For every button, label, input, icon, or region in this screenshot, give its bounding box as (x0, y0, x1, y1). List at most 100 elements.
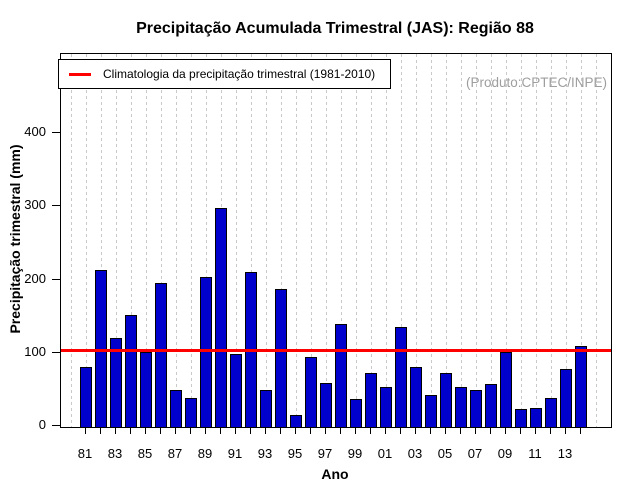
x-tick (475, 427, 476, 434)
bar-1995 (290, 415, 302, 427)
year-gridline (521, 54, 522, 427)
x-tick-label: 97 (317, 446, 333, 461)
y-tick (52, 425, 60, 426)
bar-2008 (485, 384, 497, 427)
y-axis-label: Precipitação trimestral (mm) (7, 144, 23, 334)
bar-1987 (170, 390, 182, 427)
y-tick-label: 300 (24, 197, 46, 212)
year-gridline (446, 54, 447, 427)
x-tick-label: 95 (287, 446, 303, 461)
year-gridline (311, 54, 312, 427)
x-tick (340, 427, 341, 434)
x-tick (145, 427, 146, 434)
bar-2006 (455, 387, 467, 427)
year-gridline (206, 54, 207, 427)
bar-1982 (95, 270, 107, 427)
x-tick-label: 09 (497, 446, 513, 461)
year-gridline (131, 54, 132, 427)
x-tick-label: 81 (77, 446, 93, 461)
x-tick (310, 427, 311, 434)
year-gridline (401, 54, 402, 427)
bar-2004 (425, 395, 437, 427)
x-tick (115, 427, 116, 434)
bar-1991 (230, 354, 242, 427)
x-tick (460, 427, 461, 434)
year-gridline (281, 54, 282, 427)
bar-1981 (80, 367, 92, 427)
bar-1989 (200, 277, 212, 427)
year-gridline (491, 54, 492, 427)
year-gridline (371, 54, 372, 427)
x-tick (430, 427, 431, 434)
x-tick (415, 427, 416, 434)
x-tick (505, 427, 506, 434)
year-gridline (506, 54, 507, 427)
x-tick (385, 427, 386, 434)
x-tick (370, 427, 371, 434)
year-gridline (551, 54, 552, 427)
legend-label: Climatologia da precipitação trimestral … (103, 67, 376, 81)
bar-2002 (395, 327, 407, 427)
x-tick (130, 427, 131, 434)
climatology-line (61, 349, 611, 352)
bar-1990 (215, 208, 227, 427)
year-gridline (86, 54, 87, 427)
bar-2011 (530, 408, 542, 427)
x-tick-label: 93 (257, 446, 273, 461)
year-gridline (341, 54, 342, 427)
year-gridline (326, 54, 327, 427)
y-tick-label: 200 (24, 271, 46, 286)
year-gridline (146, 54, 147, 427)
x-tick (265, 427, 266, 434)
bar-1997 (320, 383, 332, 427)
year-gridline (191, 54, 192, 427)
bar-1998 (335, 324, 347, 427)
year-gridline (431, 54, 432, 427)
x-tick-label: 91 (227, 446, 243, 461)
bar-1999 (350, 399, 362, 427)
bar-1985 (140, 352, 152, 427)
bar-2001 (380, 387, 392, 427)
y-tick (52, 132, 60, 133)
bar-1983 (110, 338, 122, 427)
legend: Climatologia da precipitação trimestral … (58, 59, 391, 89)
bar-1996 (305, 357, 317, 427)
x-tick (205, 427, 206, 434)
year-gridline (461, 54, 462, 427)
x-tick (295, 427, 296, 434)
year-gridline (356, 54, 357, 427)
x-tick-label: 13 (557, 446, 573, 461)
x-tick (550, 427, 551, 434)
year-gridline (236, 54, 237, 427)
x-tick (580, 427, 581, 434)
year-gridline (596, 54, 597, 427)
x-tick (250, 427, 251, 434)
x-tick (535, 427, 536, 434)
x-tick (490, 427, 491, 434)
x-tick-label: 11 (528, 446, 542, 461)
bar-2012 (545, 398, 557, 427)
x-tick (400, 427, 401, 434)
x-tick (520, 427, 521, 434)
y-tick-label: 100 (24, 344, 46, 359)
x-tick (445, 427, 446, 434)
bar-1984 (125, 315, 137, 427)
year-gridline (536, 54, 537, 427)
bar-2007 (470, 390, 482, 427)
legend-line-swatch (69, 72, 91, 76)
bar-1993 (260, 390, 272, 427)
year-gridline (251, 54, 252, 427)
year-gridline (296, 54, 297, 427)
x-tick-label: 05 (437, 446, 453, 461)
bar-2003 (410, 367, 422, 427)
bar-2014 (575, 346, 587, 427)
plot-area: Climatologia da precipitação trimestral … (58, 53, 612, 428)
y-tick (52, 205, 60, 206)
x-tick (235, 427, 236, 434)
y-tick-label: 400 (24, 124, 46, 139)
year-gridline (581, 54, 582, 427)
bar-2010 (515, 409, 527, 427)
bar-2013 (560, 369, 572, 427)
year-gridline (71, 54, 72, 427)
